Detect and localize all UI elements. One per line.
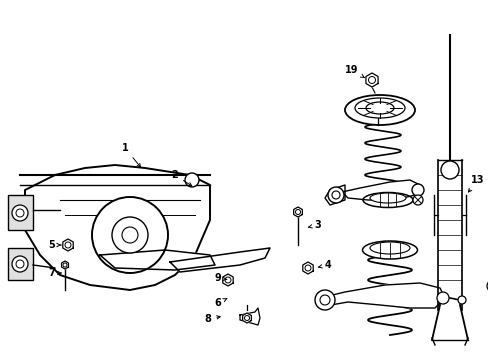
Text: 18: 18 xyxy=(0,359,1,360)
Text: 1: 1 xyxy=(122,143,140,167)
Text: 17: 17 xyxy=(0,359,1,360)
Polygon shape xyxy=(100,250,215,270)
Circle shape xyxy=(314,290,334,310)
Circle shape xyxy=(112,217,148,253)
Text: 7: 7 xyxy=(48,268,61,278)
Circle shape xyxy=(305,265,310,271)
Ellipse shape xyxy=(345,95,414,125)
Circle shape xyxy=(92,197,168,273)
Text: 19: 19 xyxy=(345,65,364,77)
Polygon shape xyxy=(223,274,233,286)
Circle shape xyxy=(16,260,24,268)
Text: 15: 15 xyxy=(0,359,1,360)
Circle shape xyxy=(440,161,458,179)
Circle shape xyxy=(457,296,465,304)
Circle shape xyxy=(65,242,71,248)
Text: 9: 9 xyxy=(214,273,226,283)
Polygon shape xyxy=(319,283,444,308)
Circle shape xyxy=(184,173,199,187)
Text: 16: 16 xyxy=(0,359,1,360)
Text: 13: 13 xyxy=(468,175,484,192)
Bar xyxy=(8,248,33,280)
Text: 2: 2 xyxy=(171,170,191,186)
Ellipse shape xyxy=(362,193,412,207)
Polygon shape xyxy=(365,73,377,87)
Text: 4: 4 xyxy=(318,260,331,270)
Text: 12: 12 xyxy=(0,359,1,360)
Circle shape xyxy=(16,209,24,217)
Circle shape xyxy=(368,77,375,84)
Text: 5: 5 xyxy=(48,240,61,250)
Text: 10: 10 xyxy=(0,359,1,360)
Circle shape xyxy=(331,191,339,199)
Ellipse shape xyxy=(362,241,417,259)
Circle shape xyxy=(436,292,448,304)
Ellipse shape xyxy=(369,242,409,254)
Polygon shape xyxy=(293,207,302,217)
Circle shape xyxy=(412,195,422,205)
Polygon shape xyxy=(341,180,419,200)
Bar xyxy=(8,195,33,230)
Circle shape xyxy=(63,263,67,267)
Polygon shape xyxy=(170,248,269,272)
Polygon shape xyxy=(242,313,251,323)
Polygon shape xyxy=(25,165,209,290)
Text: 11: 11 xyxy=(0,359,1,360)
Polygon shape xyxy=(61,261,68,269)
Circle shape xyxy=(12,256,28,272)
Polygon shape xyxy=(240,308,260,325)
Text: 6: 6 xyxy=(214,298,226,308)
Circle shape xyxy=(486,280,488,292)
Circle shape xyxy=(122,227,138,243)
Ellipse shape xyxy=(369,193,405,203)
Polygon shape xyxy=(62,239,73,251)
Ellipse shape xyxy=(365,102,393,114)
Circle shape xyxy=(224,277,230,283)
Circle shape xyxy=(295,210,300,215)
Circle shape xyxy=(327,187,343,203)
Text: 14: 14 xyxy=(0,359,1,360)
Polygon shape xyxy=(325,185,345,205)
Text: 3: 3 xyxy=(308,220,321,230)
Ellipse shape xyxy=(354,98,404,118)
Circle shape xyxy=(411,184,423,196)
Circle shape xyxy=(319,295,329,305)
Text: 8: 8 xyxy=(204,314,220,324)
Polygon shape xyxy=(302,262,312,274)
Circle shape xyxy=(12,205,28,221)
Circle shape xyxy=(244,315,249,320)
